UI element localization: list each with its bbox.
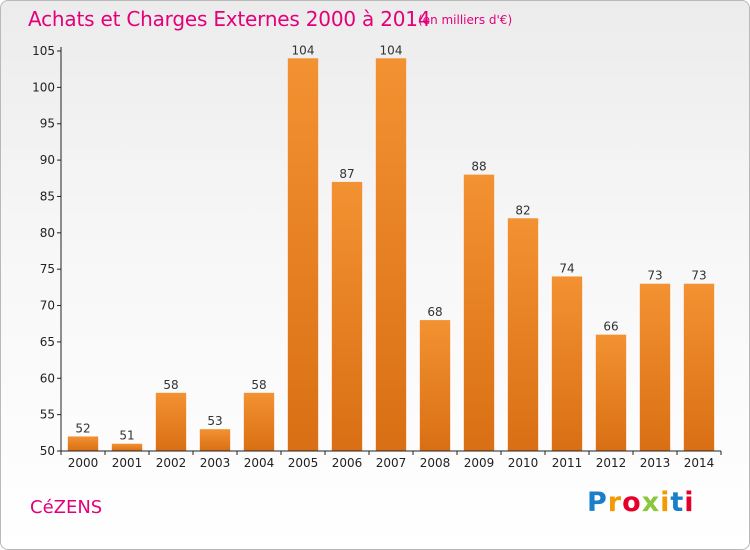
- bar-value-label: 53: [207, 414, 222, 428]
- bar-2011: [551, 276, 583, 451]
- x-tick-label: 2005: [288, 456, 319, 470]
- y-tick-label: 80: [40, 226, 55, 240]
- bar-2009: [463, 174, 495, 451]
- logo-letter: t: [670, 487, 685, 518]
- y-tick-label: 65: [40, 335, 55, 349]
- bar-2004: [243, 392, 275, 451]
- bar-2012: [595, 334, 627, 451]
- bar-value-label: 73: [647, 269, 662, 283]
- bar-value-label: 87: [339, 167, 354, 181]
- bar-value-label: 88: [471, 160, 486, 174]
- bar-2013: [639, 283, 671, 451]
- logo-letter: i: [684, 487, 695, 518]
- logo-letter: P: [587, 487, 608, 518]
- chart-title: Achats et Charges Externes 2000 à 2014: [28, 7, 431, 31]
- x-tick-label: 2007: [376, 456, 407, 470]
- y-tick-label: 100: [32, 80, 55, 94]
- y-tick-label: 55: [40, 408, 55, 422]
- bar-2010: [507, 218, 539, 451]
- bar-2000: [67, 436, 99, 451]
- bar-value-label: 51: [119, 429, 134, 443]
- bar-value-label: 68: [427, 305, 442, 319]
- y-tick-label: 90: [40, 153, 55, 167]
- bar-value-label: 104: [380, 43, 403, 57]
- bar-value-label: 66: [603, 320, 618, 334]
- x-tick-label: 2000: [68, 456, 99, 470]
- y-tick-label: 85: [40, 189, 55, 203]
- bar-2003: [199, 429, 231, 451]
- bar-value-label: 58: [251, 378, 266, 392]
- bar-value-label: 104: [292, 43, 315, 57]
- y-tick-label: 75: [40, 262, 55, 276]
- bar-value-label: 52: [75, 421, 90, 435]
- y-tick-label: 70: [40, 299, 55, 313]
- x-tick-label: 2003: [200, 456, 231, 470]
- y-tick-label: 60: [40, 371, 55, 385]
- bar-2005: [287, 58, 319, 452]
- bar-value-label: 82: [515, 203, 530, 217]
- logo-letter: x: [641, 487, 661, 518]
- logo-letter: r: [607, 487, 623, 518]
- bar-2014: [683, 283, 715, 451]
- bar-2006: [331, 181, 363, 451]
- bar-2007: [375, 58, 407, 452]
- y-tick-label: 95: [40, 117, 55, 131]
- x-tick-label: 2009: [464, 456, 495, 470]
- axes: 50 55 60 65 70 75 80 85 90 95 100 105 2000 2001 2002 20…: [32, 44, 722, 470]
- x-tick-label: 2002: [156, 456, 187, 470]
- x-tick-label: 2013: [640, 456, 671, 470]
- x-tick-label: 2004: [244, 456, 275, 470]
- y-tick-label: 105: [32, 44, 55, 58]
- bar-2002: [155, 392, 187, 451]
- logo-letter: i: [660, 487, 671, 518]
- x-tick-label: 2014: [684, 456, 715, 470]
- y-tick-label: 50: [40, 444, 55, 458]
- chart-subtitle: (en milliers d'€): [418, 13, 513, 27]
- bar-value-label: 58: [163, 378, 178, 392]
- logo-letter: o: [622, 487, 642, 518]
- data-labels: 52 51 58 53 58 104 87 104 68 88 82 74 66 73 73: [75, 43, 706, 442]
- x-tick-label: 2011: [552, 456, 583, 470]
- bar-value-label: 74: [559, 261, 574, 275]
- city-name: CéZENS: [30, 497, 103, 518]
- bar-2008: [419, 320, 451, 451]
- x-tick-label: 2001: [112, 456, 143, 470]
- x-tick-label: 2006: [332, 456, 363, 470]
- bar-2001: [111, 443, 143, 451]
- x-tick-label: 2008: [420, 456, 451, 470]
- proxiti-logo: Proxiti: [587, 487, 695, 518]
- x-tick-label: 2010: [508, 456, 539, 470]
- bar-value-label: 73: [691, 269, 706, 283]
- x-tick-label: 2012: [596, 456, 627, 470]
- bar-series: [67, 58, 715, 452]
